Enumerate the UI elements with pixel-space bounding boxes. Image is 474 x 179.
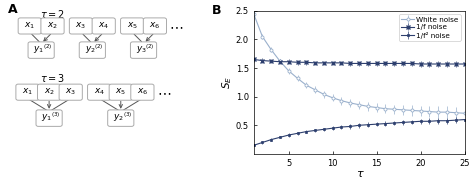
Text: $x_6$: $x_6$ [149, 21, 161, 31]
Text: $y_1$: $y_1$ [33, 44, 45, 55]
Text: $(3)$: $(3)$ [122, 110, 132, 119]
FancyBboxPatch shape [143, 18, 166, 34]
FancyBboxPatch shape [79, 42, 105, 58]
Text: $y_1$: $y_1$ [41, 112, 52, 124]
Text: $y_2$: $y_2$ [113, 112, 124, 124]
FancyBboxPatch shape [28, 42, 54, 58]
FancyBboxPatch shape [16, 84, 39, 100]
Text: $x_1$: $x_1$ [24, 21, 35, 31]
FancyBboxPatch shape [108, 110, 134, 126]
Text: $\tau = 3$: $\tau = 3$ [40, 72, 65, 84]
FancyBboxPatch shape [59, 84, 82, 100]
FancyBboxPatch shape [37, 84, 61, 100]
FancyBboxPatch shape [92, 18, 115, 34]
Text: $x_4$: $x_4$ [93, 87, 105, 97]
Text: $x_2$: $x_2$ [47, 21, 58, 31]
FancyBboxPatch shape [109, 84, 132, 100]
X-axis label: τ: τ [356, 169, 363, 179]
Text: $(2)$: $(2)$ [145, 42, 155, 51]
Text: $x_4$: $x_4$ [98, 21, 109, 31]
Text: $x_3$: $x_3$ [75, 21, 86, 31]
Text: $x_3$: $x_3$ [65, 87, 76, 97]
FancyBboxPatch shape [36, 110, 62, 126]
FancyBboxPatch shape [69, 18, 92, 34]
Text: $(2)$: $(2)$ [94, 42, 103, 51]
Text: $(3)$: $(3)$ [51, 110, 60, 119]
Y-axis label: $S_E$: $S_E$ [220, 76, 234, 89]
Text: $x_5$: $x_5$ [127, 21, 137, 31]
Text: B: B [211, 4, 221, 17]
Legend: White noise, 1/f noise, 1/f² noise: White noise, 1/f noise, 1/f² noise [399, 14, 461, 41]
Text: $\cdots$: $\cdots$ [169, 19, 183, 33]
Text: A: A [8, 3, 18, 16]
FancyBboxPatch shape [88, 84, 111, 100]
Text: $x_6$: $x_6$ [137, 87, 148, 97]
Text: $x_1$: $x_1$ [22, 87, 33, 97]
Text: $y_3$: $y_3$ [136, 44, 147, 55]
FancyBboxPatch shape [120, 18, 144, 34]
FancyBboxPatch shape [130, 42, 156, 58]
Text: $\cdots$: $\cdots$ [157, 85, 172, 99]
Text: $y_2$: $y_2$ [84, 44, 96, 55]
Text: $x_2$: $x_2$ [44, 87, 55, 97]
Text: $x_5$: $x_5$ [115, 87, 126, 97]
Text: $\tau = 2$: $\tau = 2$ [40, 8, 65, 20]
Text: $(2)$: $(2)$ [43, 42, 52, 51]
FancyBboxPatch shape [18, 18, 41, 34]
FancyBboxPatch shape [131, 84, 154, 100]
FancyBboxPatch shape [41, 18, 64, 34]
